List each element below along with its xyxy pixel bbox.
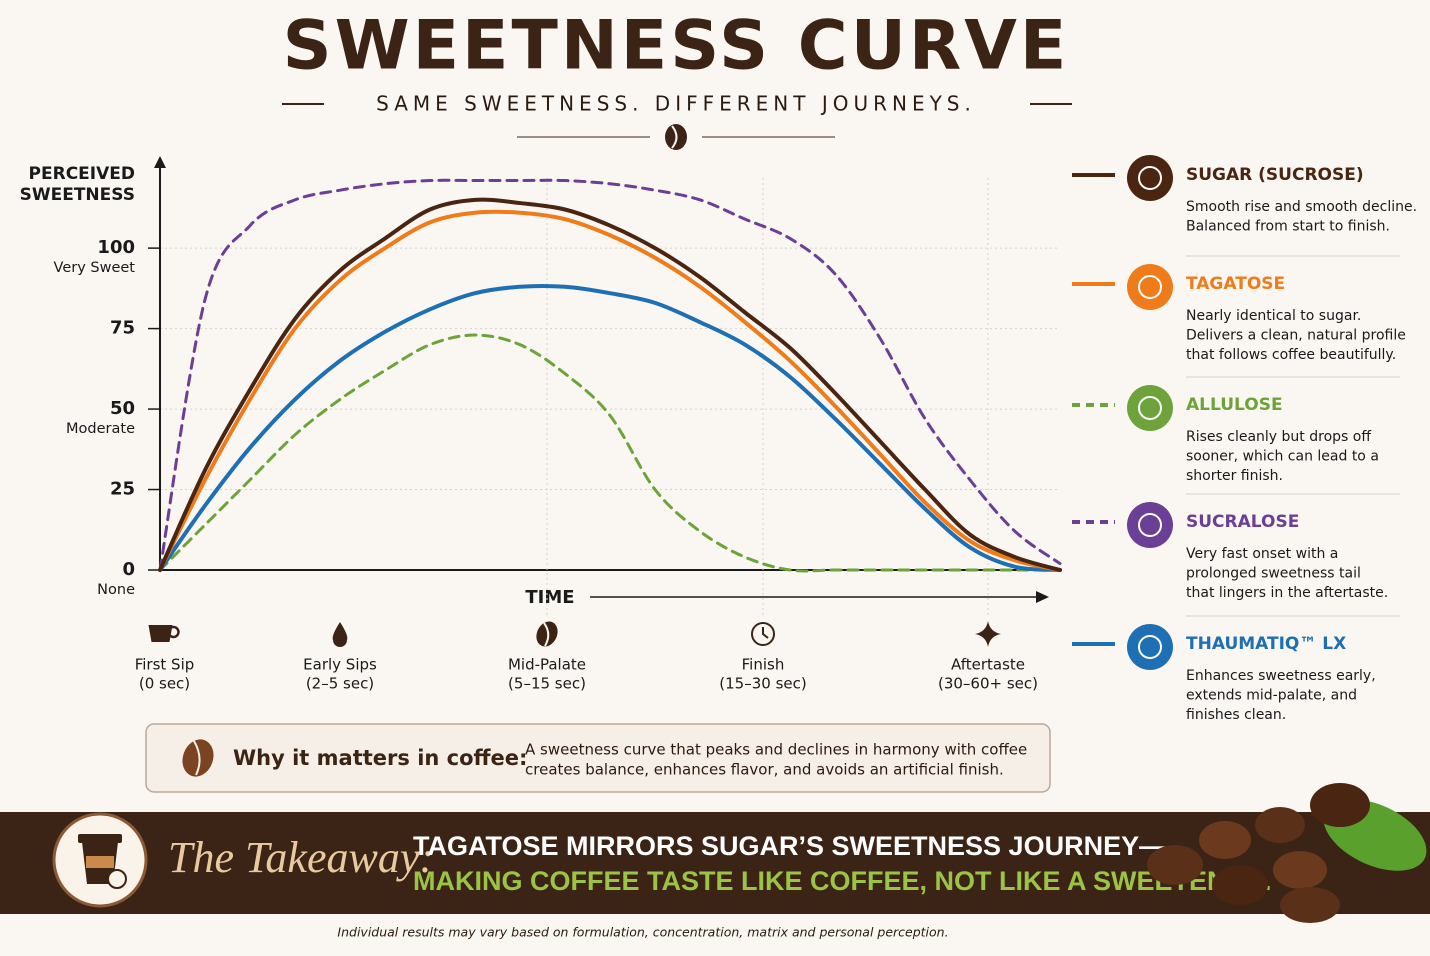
legend-name: TAGATOSE (1186, 274, 1285, 294)
legend-name: SUCRALOSE (1186, 512, 1299, 532)
cup-icon (107, 869, 127, 889)
series-line (158, 197, 1062, 572)
legend-description: Nearly identical to sugar. (1186, 308, 1361, 324)
time-range: (30–60+ sec) (938, 675, 1038, 693)
time-icon (332, 622, 348, 647)
legend-icon (1138, 166, 1162, 190)
bean-icon (671, 125, 678, 149)
legend-icon (1138, 513, 1162, 537)
legend-description: Enhances sweetness early, (1186, 668, 1376, 684)
legend-description: that follows coffee beautifully. (1186, 347, 1396, 363)
legend-description: extends mid-palate, and (1186, 688, 1357, 704)
time-icon (975, 621, 1001, 647)
time-range: (15–30 sec) (719, 675, 806, 693)
series-line (158, 178, 1062, 572)
y-axis-arrow (154, 156, 166, 168)
y-tick-label: 50 (110, 398, 135, 419)
time-icon (751, 622, 775, 646)
time-icon (543, 622, 550, 647)
bean-icon (182, 739, 214, 777)
cup-icon (86, 856, 114, 868)
takeaway-label: The Takeaway: (168, 833, 434, 882)
legend-icon (1127, 624, 1173, 670)
y-tick-label: 0 (122, 559, 135, 580)
legend-description: that lingers in the aftertaste. (1186, 585, 1388, 601)
legend-name: ALLULOSE (1186, 395, 1283, 415)
bean-icon (193, 740, 201, 776)
y-annotation: Very Sweet (54, 260, 136, 276)
legend-description: finishes clean. (1186, 707, 1286, 723)
legend-name: SUGAR (SUCROSE) (1186, 165, 1364, 185)
legend-description: Very fast onset with a (1186, 546, 1338, 562)
takeaway-line: TAGATOSE MIRRORS SUGAR’S SWEETNESS JOURN… (413, 831, 1166, 861)
subtitle: SAME SWEETNESS. DIFFERENT JOURNEYS. (376, 92, 976, 116)
why-box (145, 723, 1051, 793)
legend-icon (1127, 155, 1173, 201)
series-line (158, 333, 1062, 573)
legend-description: Rises cleanly but drops off (1186, 429, 1371, 445)
y-axis-title: PERCEIVED (29, 164, 135, 184)
time-icon (762, 627, 769, 639)
time-range: (0 sec) (139, 675, 190, 693)
x-axis-arrow (1036, 591, 1049, 603)
why-text: A sweetness curve that peaks and decline… (525, 741, 1027, 759)
time-icon (148, 625, 173, 642)
time-range: (2–5 sec) (306, 675, 374, 693)
legend-icon (1138, 635, 1162, 659)
time-icon (536, 621, 558, 647)
y-tick-label: 100 (97, 237, 135, 258)
legend-description: sooner, which can lead to a (1186, 449, 1379, 465)
time-label: First Sip (135, 656, 195, 674)
time-range: (5–15 sec) (508, 675, 586, 693)
cup-icon (78, 834, 122, 843)
y-axis-title: SWEETNESS (20, 185, 135, 205)
coffee-beans (1147, 783, 1427, 923)
why-text: creates balance, enhances flavor, and av… (525, 761, 1004, 779)
series-line (158, 209, 1062, 572)
time-label: Early Sips (303, 656, 377, 674)
y-tick-label: 75 (110, 318, 135, 339)
legend-description: Delivers a clean, natural profile (1186, 328, 1406, 344)
x-axis-title: TIME (525, 587, 574, 608)
legend-description: Balanced from start to finish. (1186, 219, 1390, 235)
time-label: Aftertaste (951, 656, 1025, 674)
legend-icon (1138, 396, 1162, 420)
y-annotation: Moderate (66, 421, 135, 437)
legend-icon (1138, 275, 1162, 299)
y-annotation: None (97, 582, 135, 598)
footnote: Individual results may vary based on for… (337, 925, 948, 940)
legend-description: shorter finish. (1186, 468, 1283, 484)
takeaway-line: MAKING COFFEE TASTE LIKE COFFEE, NOT LIK… (413, 866, 1272, 896)
legend-description: prolonged sweetness tail (1186, 566, 1361, 582)
time-label: Finish (742, 656, 785, 674)
y-tick-label: 25 (110, 479, 135, 500)
title: SWEETNESS CURVE (283, 7, 1070, 86)
time-icon (167, 625, 180, 639)
time-label: Mid-Palate (508, 656, 586, 674)
legend-name: THAUMATIQ™ LX (1186, 634, 1346, 654)
legend-icon (1127, 502, 1173, 548)
legend-description: Smooth rise and smooth decline. (1186, 199, 1417, 215)
legend-icon (1127, 264, 1173, 310)
why-heading: Why it matters in coffee: (233, 746, 527, 770)
legend-icon (1127, 385, 1173, 431)
series-line (158, 283, 1062, 572)
